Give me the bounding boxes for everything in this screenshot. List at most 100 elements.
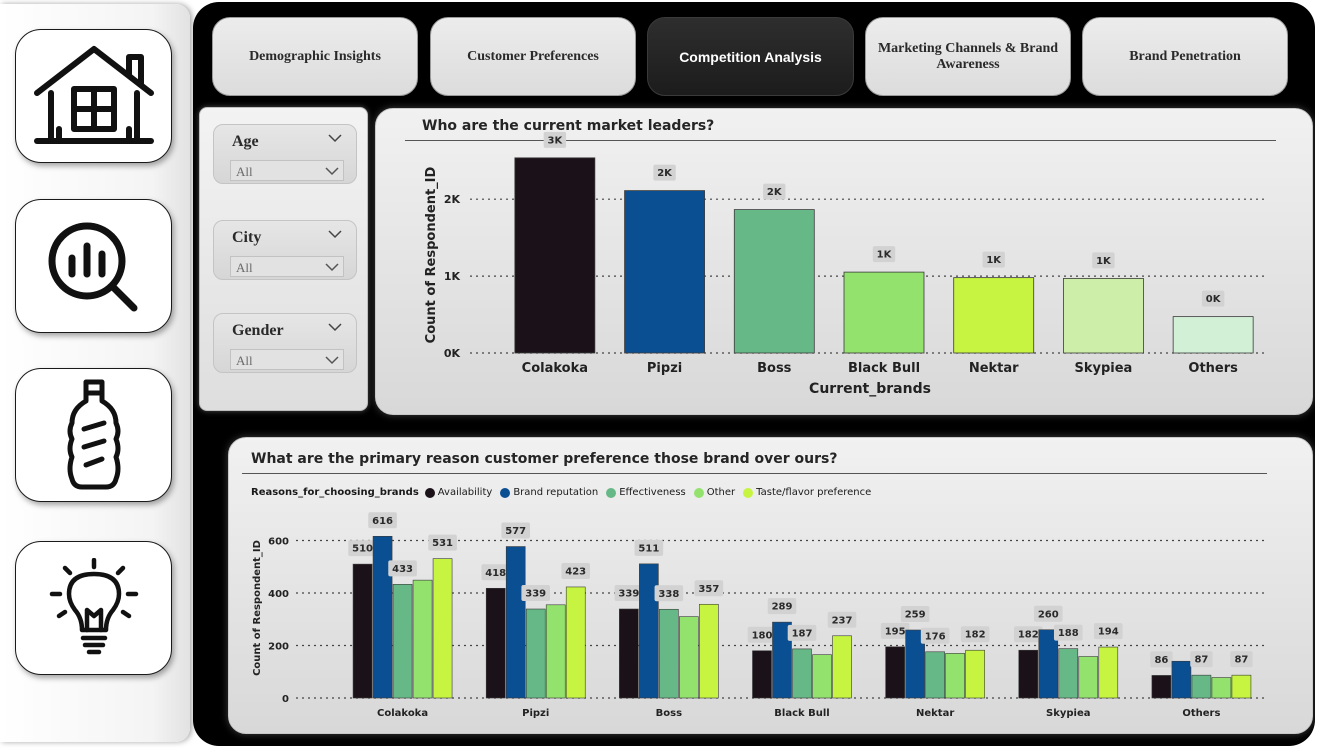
data-label: 1K — [986, 255, 1002, 266]
data-label: 182 — [1018, 630, 1039, 641]
data-label: 176 — [925, 631, 946, 642]
data-label-bg — [1190, 651, 1213, 668]
x-tick-label: Skypiea — [1075, 361, 1133, 376]
tab-brand-penetration[interactable]: Brand Penetration — [1082, 17, 1288, 96]
chevron-down-icon — [325, 263, 339, 272]
data-label-bg — [694, 580, 724, 597]
bottle-icon — [67, 379, 120, 490]
reasons-legend: Reasons_for_choosing_brands Availability… — [251, 487, 879, 498]
reasons-title: What are the primary reason customer pre… — [251, 451, 838, 467]
gender-dropdown[interactable]: All — [230, 349, 344, 370]
legend-marker — [606, 487, 617, 498]
data-label: 357 — [698, 584, 719, 595]
bar-skypiea — [1063, 278, 1144, 354]
x-tick-label: Colakoka — [377, 708, 428, 719]
y-tick-label: 1K — [444, 270, 461, 283]
x-tick-label: Nektar — [916, 708, 954, 719]
legend-item-effectiveness[interactable]: Effectiveness — [606, 487, 686, 498]
bar-boss-effectiveness — [659, 608, 679, 699]
analytics-search-icon — [48, 222, 137, 312]
data-label-bg — [653, 164, 676, 181]
tab-marketing-channels[interactable]: Marketing Channels & Brand Awareness — [865, 17, 1071, 96]
data-label-bg — [960, 626, 990, 643]
data-label: 423 — [565, 566, 586, 577]
bar-nektar-taste-flavor-preference — [965, 649, 985, 699]
legend-item-other[interactable]: Other — [693, 487, 735, 498]
bar-colakoka-availability — [352, 563, 373, 699]
data-label: 339 — [525, 589, 546, 600]
data-label: 1K — [877, 250, 893, 261]
bar-colakoka — [514, 157, 596, 354]
x-tick-label: Boss — [757, 361, 792, 376]
bar-boss-other — [679, 616, 699, 699]
bar-black-bull-brand-reputation — [772, 621, 792, 699]
bar-others-taste-flavor-preference — [1231, 674, 1252, 699]
data-label-bg — [1013, 626, 1043, 643]
chevron-down-icon — [325, 167, 339, 176]
age-dropdown[interactable]: All — [230, 160, 344, 181]
tab-competition-analysis[interactable]: Competition Analysis — [647, 17, 854, 96]
data-label-bg — [634, 539, 664, 556]
legend-marker — [693, 487, 704, 498]
bar-black-bull-taste-flavor-preference — [832, 635, 852, 699]
gender-filter: Gender All — [213, 313, 357, 373]
product-nav-button[interactable] — [15, 368, 172, 502]
y-axis-title: Count of Respondent_ID — [424, 166, 439, 343]
bar-black-bull — [843, 271, 925, 354]
data-label: 87 — [1234, 655, 1248, 666]
data-label-bg — [1201, 290, 1225, 307]
data-label-bg — [501, 522, 531, 539]
legend-marker — [500, 487, 511, 498]
data-label: 187 — [792, 628, 813, 639]
bar-boss-availability — [619, 608, 639, 699]
data-label: 0K — [1206, 294, 1222, 305]
legend-label: Availability — [437, 487, 493, 498]
data-label-bg — [920, 627, 950, 644]
legend-item-availability[interactable]: Availability — [424, 487, 493, 498]
home-nav-button[interactable] — [15, 29, 172, 163]
chevron-down-icon[interactable] — [328, 230, 342, 239]
filter-panel: Age All City All Gender All — [199, 107, 368, 411]
chevron-down-icon[interactable] — [328, 323, 342, 332]
x-axis-title: Current_brands — [809, 381, 931, 397]
legend-label: Brand reputation — [513, 487, 599, 498]
data-label: 577 — [505, 526, 526, 537]
bar-pipzi-effectiveness — [525, 608, 546, 699]
legend-marker — [743, 487, 754, 498]
data-label-bg — [880, 622, 910, 639]
legend-item-taste-flavor-preference[interactable]: Taste/flavor preference — [743, 487, 871, 498]
bar-skypiea-taste-flavor-preference — [1098, 646, 1119, 699]
analytics-nav-button[interactable] — [15, 199, 172, 333]
city-filter-label: City — [232, 229, 262, 246]
data-label: 260 — [1038, 609, 1059, 620]
y-tick-label: 600 — [268, 537, 289, 548]
bar-skypiea-other — [1078, 656, 1099, 699]
city-filter-value: All — [236, 260, 253, 275]
data-label-bg — [1150, 651, 1173, 668]
data-label: 237 — [832, 615, 853, 626]
data-label-bg — [827, 611, 857, 628]
y-tick-label: 0 — [282, 694, 289, 705]
tab-customer-preferences[interactable]: Customer Preferences — [430, 17, 636, 96]
x-tick-label: Pipzi — [647, 361, 682, 376]
data-label-bg — [900, 606, 930, 623]
city-filter: City All — [213, 220, 357, 280]
city-dropdown[interactable]: All — [230, 256, 344, 277]
chevron-down-icon — [325, 356, 339, 365]
legend-item-brand-reputation[interactable]: Brand reputation — [500, 487, 598, 498]
data-label: 3K — [547, 135, 563, 146]
x-tick-label: Others — [1188, 361, 1238, 376]
x-tick-label: Black Bull — [848, 361, 920, 376]
data-label-bg — [614, 585, 644, 602]
chevron-down-icon[interactable] — [328, 134, 342, 143]
gender-filter-label: Gender — [232, 322, 284, 339]
data-label-bg — [368, 512, 397, 529]
tab-demographic-insights[interactable]: Demographic Insights — [212, 17, 418, 96]
insights-nav-button[interactable] — [15, 541, 172, 675]
data-label: 289 — [772, 602, 793, 613]
x-tick-label: Skypiea — [1046, 708, 1091, 719]
data-label: 511 — [638, 543, 659, 554]
age-filter: Age All — [213, 124, 357, 184]
bar-black-bull-other — [812, 654, 832, 699]
data-label-bg — [982, 251, 1005, 268]
